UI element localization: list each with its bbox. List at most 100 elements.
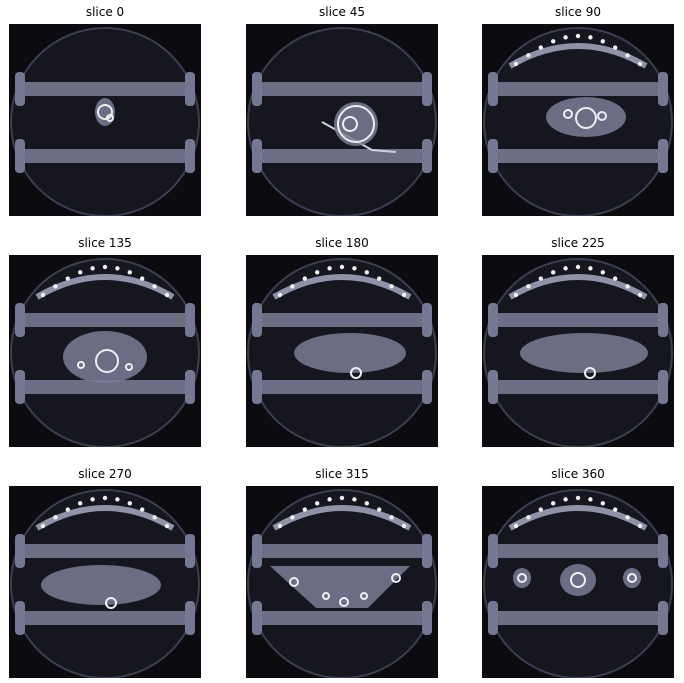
right-clamp-bottom [422,139,432,173]
top-dot [637,61,643,67]
top-dot [538,276,543,281]
top-dot [40,292,46,298]
top-dot [625,53,630,58]
top-arc [35,505,175,531]
lower-bar [494,380,666,394]
top-dot [339,495,345,501]
top-dot [115,266,120,271]
top-dot [352,266,357,271]
right-clamp-top [422,72,432,106]
panel-title: slice 360 [551,467,605,481]
top-dot [164,523,170,529]
top-dot [290,515,295,520]
top-dot [401,523,407,529]
top-dot [315,501,320,506]
left-clamp-top [252,72,262,106]
left-clamp-bottom [252,601,262,635]
top-dot [401,292,407,298]
top-dot [575,33,581,39]
right-clamp-bottom [658,370,668,404]
right-clamp-bottom [185,139,195,173]
left-clamp-bottom [252,139,262,173]
top-dot [588,266,593,271]
top-dot [600,270,605,275]
lower-bar [258,380,430,394]
upper-bar [494,82,666,96]
upper-bar [258,313,430,327]
top-dot [327,266,332,271]
tissue [520,333,648,373]
left-clamp-top [488,534,498,568]
top-dot [637,523,643,529]
ct-slice-image [9,24,201,216]
top-dot [364,270,369,275]
panel-title: slice 0 [85,5,125,19]
top-dot [127,270,132,275]
right-clamp-top [185,534,195,568]
top-dot [140,507,145,512]
right-clamp-bottom [185,370,195,404]
lower-bar [21,611,193,625]
upper-bar [21,82,193,96]
ct-slice-svg [246,486,438,678]
bone [597,111,607,121]
top-dot [90,266,95,271]
panel-title: slice 225 [551,236,605,250]
top-dot [78,501,83,506]
top-dot [625,284,630,289]
top-dot [78,270,83,275]
right-clamp-top [422,303,432,337]
right-clamp-top [185,72,195,106]
top-dot [290,284,295,289]
top-dot [102,264,108,270]
top-arc [272,274,412,300]
top-arc [35,274,175,300]
left-clamp-top [252,303,262,337]
top-dot [53,515,58,520]
top-dot [364,501,369,506]
panel-slice-225: slice 225 [482,233,674,447]
left-clamp-top [488,72,498,106]
tissue [95,98,115,126]
top-dot [600,39,605,44]
ct-slice-image [482,486,674,678]
left-clamp-bottom [15,370,25,404]
bone [95,349,119,373]
top-dot [90,497,95,502]
left-clamp-top [15,72,25,106]
top-dot [65,276,70,281]
right-clamp-bottom [658,139,668,173]
top-dot [575,264,581,270]
top-dot [538,45,543,50]
ct-slice-image [246,486,438,678]
bone [570,572,586,588]
panel-title: slice 315 [315,467,369,481]
bone [584,367,596,379]
bone [350,367,362,379]
bone [627,573,637,583]
left-clamp-bottom [488,601,498,635]
tissue [270,566,410,608]
upper-bar [258,82,430,96]
top-dot [588,497,593,502]
top-dot [538,507,543,512]
ct-slice-image [482,24,674,216]
left-clamp-top [15,303,25,337]
ct-slice-image [246,255,438,447]
left-clamp-bottom [252,370,262,404]
bone [322,592,330,600]
lower-bar [21,149,193,163]
top-dot [327,497,332,502]
right-clamp-top [658,72,668,106]
panel-slice-180: slice 180 [246,233,438,447]
left-clamp-top [252,534,262,568]
bone [105,597,117,609]
top-arc [508,505,648,531]
bone [97,104,113,120]
top-dot [65,507,70,512]
top-dot [600,501,605,506]
bone [563,109,573,119]
top-dot [102,495,108,501]
top-dot [377,276,382,281]
